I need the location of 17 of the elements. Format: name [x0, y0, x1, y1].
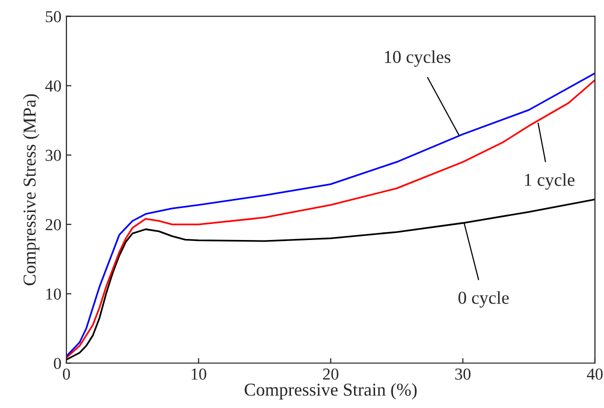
y-tick-label: 20 [46, 219, 61, 230]
y-tick-label: 40 [45, 80, 61, 92]
x-tick-label: 20 [323, 368, 338, 380]
x-tick-label: 0 [62, 368, 70, 380]
y-tick-label: 0 [54, 358, 61, 370]
annotation: 10 cycles [384, 50, 450, 67]
x-tick-label: 30 [455, 368, 471, 380]
x-axis-title: Compressive Strain (%) [244, 383, 417, 400]
y-tick-label: 30 [46, 150, 61, 161]
x-tick-label: 40 [586, 368, 603, 380]
annotation: 0 cycle [458, 291, 509, 308]
y-tick-label: 50 [46, 11, 61, 22]
y-tick-label: 10 [46, 288, 61, 300]
line-series [66, 198, 595, 360]
y-axis-title: Compressive Stress (MPa) [22, 94, 40, 286]
x-tick-label: 10 [192, 368, 206, 380]
annotation: 1 cycle [525, 173, 574, 190]
